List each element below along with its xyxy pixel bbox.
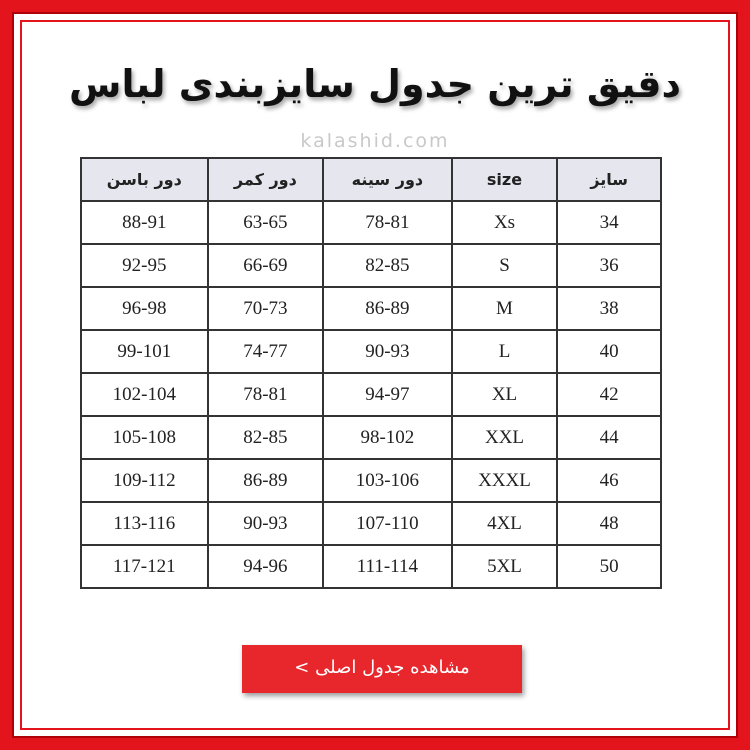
table-cell: 4XL (450, 501, 559, 546)
watermark: kalashid.com (300, 130, 450, 152)
table-cell: 94-96 (206, 544, 325, 589)
table-row: 50 5XL 111-114 94-96 117-121 (80, 544, 662, 589)
table-row: 36 S 82-85 66-69 92-95 (80, 243, 662, 288)
table-cell: 34 (556, 200, 662, 245)
table-cell: 111-114 (322, 544, 453, 589)
table-cell: 86-89 (206, 458, 325, 503)
table-cell: 98-102 (322, 415, 453, 460)
column-header: دور باسن (80, 157, 209, 202)
column-header: size (450, 157, 559, 202)
table-cell: 50 (556, 544, 662, 589)
table-cell: 109-112 (80, 458, 209, 503)
table-row: 44 XXL 98-102 82-85 105-108 (80, 415, 662, 460)
table-cell: 105-108 (80, 415, 209, 460)
table-cell: L (450, 329, 559, 374)
table-cell: 107-110 (322, 501, 453, 546)
table-cell: 44 (556, 415, 662, 460)
table-cell: 82-85 (206, 415, 325, 460)
column-header: سایز (556, 157, 662, 202)
table-cell: 70-73 (206, 286, 325, 331)
column-header: دور سینه (322, 157, 453, 202)
table-cell: 88-91 (80, 200, 209, 245)
view-original-button[interactable]: مشاهده جدول اصلی > (242, 645, 522, 693)
table-cell: 82-85 (322, 243, 453, 288)
table-cell: 86-89 (322, 286, 453, 331)
table-cell: 102-104 (80, 372, 209, 417)
table-cell: 92-95 (80, 243, 209, 288)
table-cell: 63-65 (206, 200, 325, 245)
column-header: دور کمر (206, 157, 325, 202)
table-cell: XL (450, 372, 559, 417)
table-cell: 40 (556, 329, 662, 374)
table-cell: 117-121 (80, 544, 209, 589)
header-row: سایز size دور سینه دور کمر دور باسن (80, 157, 662, 202)
table-cell: 99-101 (80, 329, 209, 374)
table-cell: 38 (556, 286, 662, 331)
table-cell: S (450, 243, 559, 288)
table-cell: 103-106 (322, 458, 453, 503)
table-row: 48 4XL 107-110 90-93 113-116 (80, 501, 662, 546)
table-body: 34 Xs 78-81 63-65 88-91 36 S 82-85 66-69 92-95 38 M… (80, 200, 662, 589)
table-cell: 90-93 (322, 329, 453, 374)
table-cell: Xs (450, 200, 559, 245)
inner-border (20, 20, 730, 730)
table-cell: XXL (450, 415, 559, 460)
table-row: 46 XXXL 103-106 86-89 109-112 (80, 458, 662, 503)
table-cell: 90-93 (206, 501, 325, 546)
size-table: سایز size دور سینه دور کمر دور باسن 34 Xs 78-8… (80, 157, 662, 589)
table-row: 38 M 86-89 70-73 96-98 (80, 286, 662, 331)
table-cell: M (450, 286, 559, 331)
table-row: 42 XL 94-97 78-81 102-104 (80, 372, 662, 417)
table-cell: 48 (556, 501, 662, 546)
table-cell: 46 (556, 458, 662, 503)
table-cell: XXXL (450, 458, 559, 503)
table-cell: 5XL (450, 544, 559, 589)
table-cell: 36 (556, 243, 662, 288)
table-cell: 96-98 (80, 286, 209, 331)
table-cell: 94-97 (322, 372, 453, 417)
table-cell: 113-116 (80, 501, 209, 546)
table-row: 34 Xs 78-81 63-65 88-91 (80, 200, 662, 245)
table-row: 40 L 90-93 74-77 99-101 (80, 329, 662, 374)
table-cell: 78-81 (322, 200, 453, 245)
title: دقیق ترین جدول سایزبندی لباس (69, 62, 681, 106)
table-cell: 66-69 (206, 243, 325, 288)
table-cell: 74-77 (206, 329, 325, 374)
table-cell: 42 (556, 372, 662, 417)
table-cell: 78-81 (206, 372, 325, 417)
